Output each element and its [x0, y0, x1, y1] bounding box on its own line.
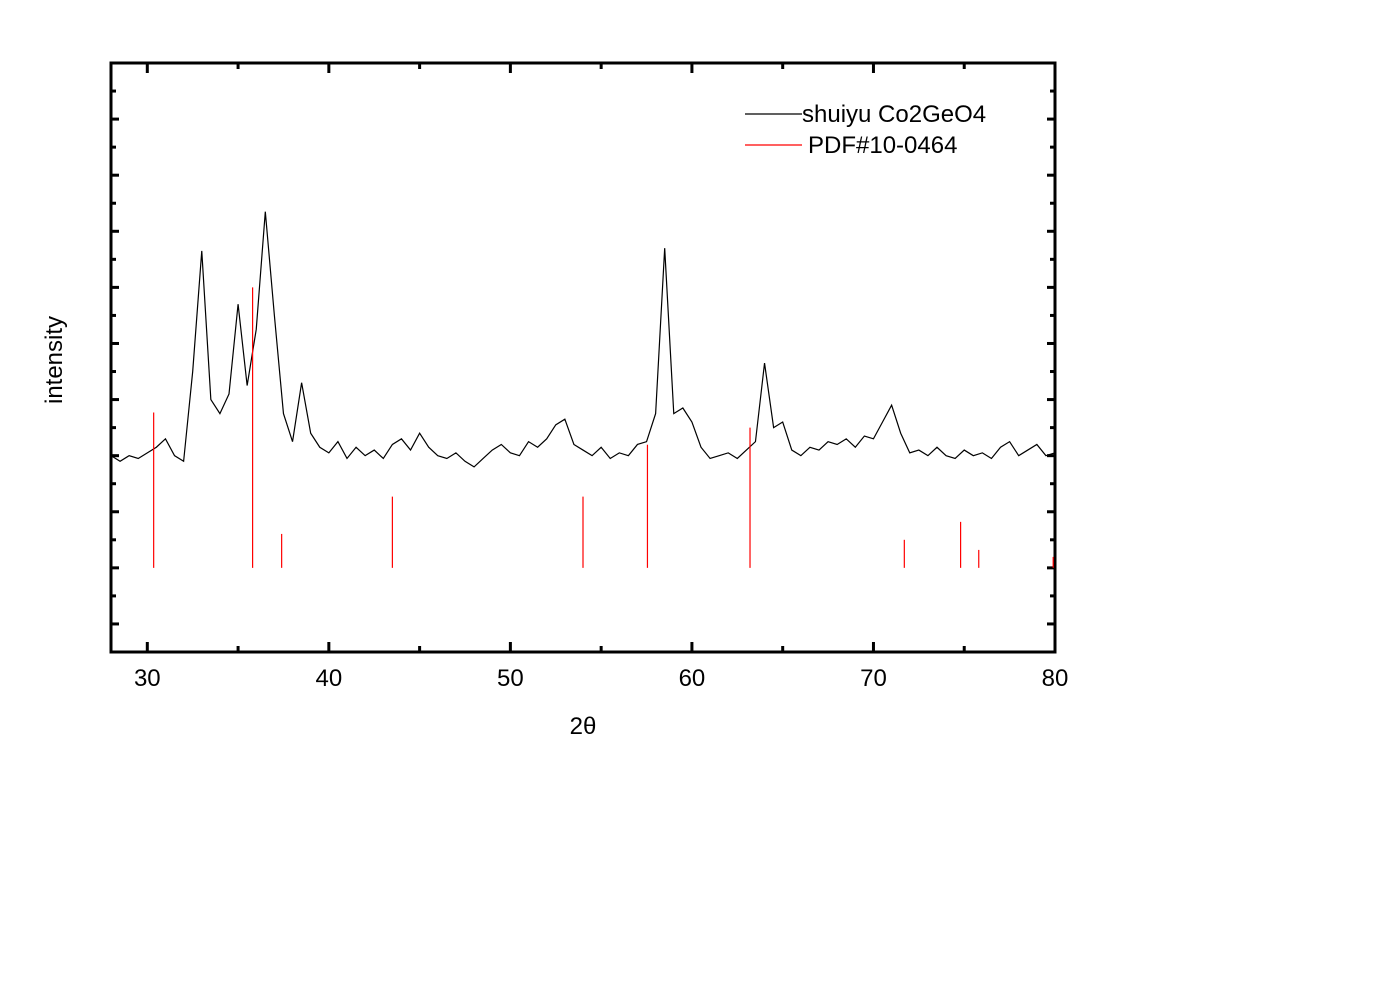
x-tick-label: 50	[497, 665, 524, 692]
plot-frame	[109, 61, 1057, 654]
x-tick-label: 70	[860, 665, 887, 692]
x-tick-label: 60	[679, 665, 706, 692]
x-tick-label: 40	[315, 665, 342, 692]
data-line	[110, 211, 1056, 468]
y-axis-label: intensity	[41, 316, 68, 404]
legend-label: shuiyu Co2GeO4	[802, 101, 986, 128]
legend-label: PDF#10-0464	[808, 132, 957, 159]
x-axis-label: 2θ	[570, 713, 597, 740]
x-tick-label: 80	[1042, 665, 1069, 692]
x-tick-label: 30	[134, 665, 161, 692]
